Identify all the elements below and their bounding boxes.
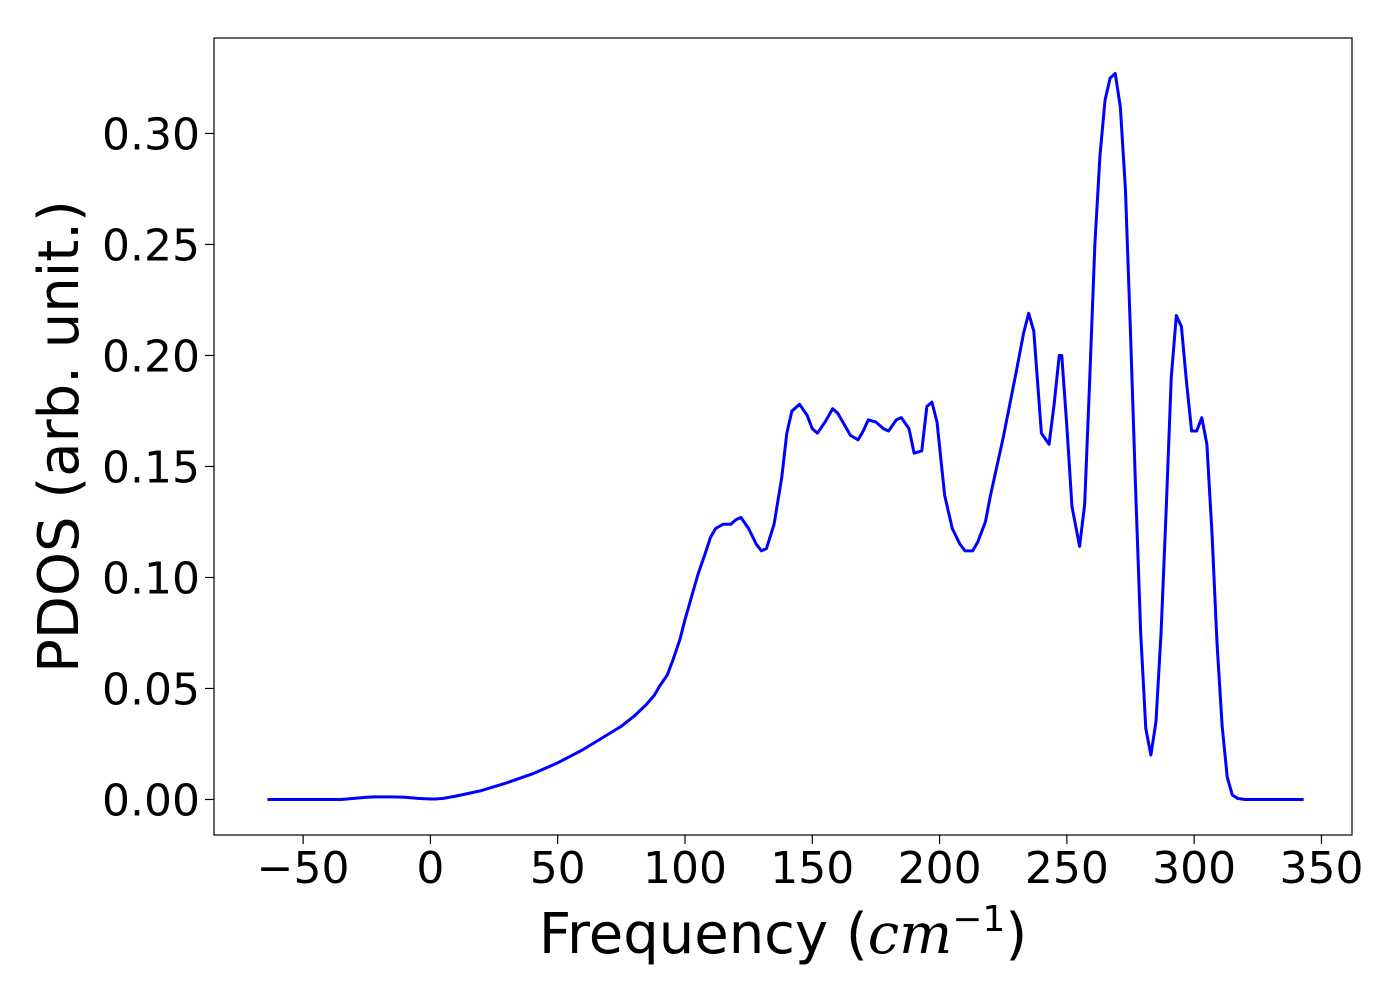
x-tick-label: −50 [257, 843, 350, 894]
x-tick-label: 300 [1152, 843, 1236, 894]
y-tick-label: 0.25 [102, 220, 200, 271]
x-tick-label: 50 [530, 843, 586, 894]
ticks-layer: −50 0 50 100 150 200 250 300 350 0.00 0.05 0.10 0.15… [102, 109, 1363, 894]
x-axis-label-prefix: Frequency ( [539, 902, 868, 967]
x-axis-label-unit: cm [868, 902, 952, 967]
pdos-series-line [267, 72, 1304, 801]
y-tick-label: 0.00 [102, 775, 200, 826]
x-axis-label-exponent: −1 [952, 899, 1005, 940]
y-tick-label: 0.10 [102, 553, 200, 604]
y-tick-label: 0.05 [102, 664, 200, 715]
x-tick-label: 150 [770, 843, 854, 894]
x-tick-label: 350 [1279, 843, 1363, 894]
x-tick-label: 100 [643, 843, 727, 894]
y-tick-label: 0.20 [102, 331, 200, 382]
x-axis-label: Frequency (cm−1) [539, 899, 1027, 967]
y-tick-label: 0.30 [102, 109, 200, 160]
series-layer [267, 72, 1304, 801]
plot-frame [213, 37, 1353, 836]
x-tick-label: 200 [898, 843, 982, 894]
x-tick-label: 0 [416, 843, 444, 894]
y-tick-label: 0.15 [102, 442, 200, 493]
x-tick-label: 250 [1025, 843, 1109, 894]
y-axis-label: PDOS (arb. unit.) [27, 200, 92, 673]
x-axis-label-suffix: ) [1005, 902, 1027, 967]
